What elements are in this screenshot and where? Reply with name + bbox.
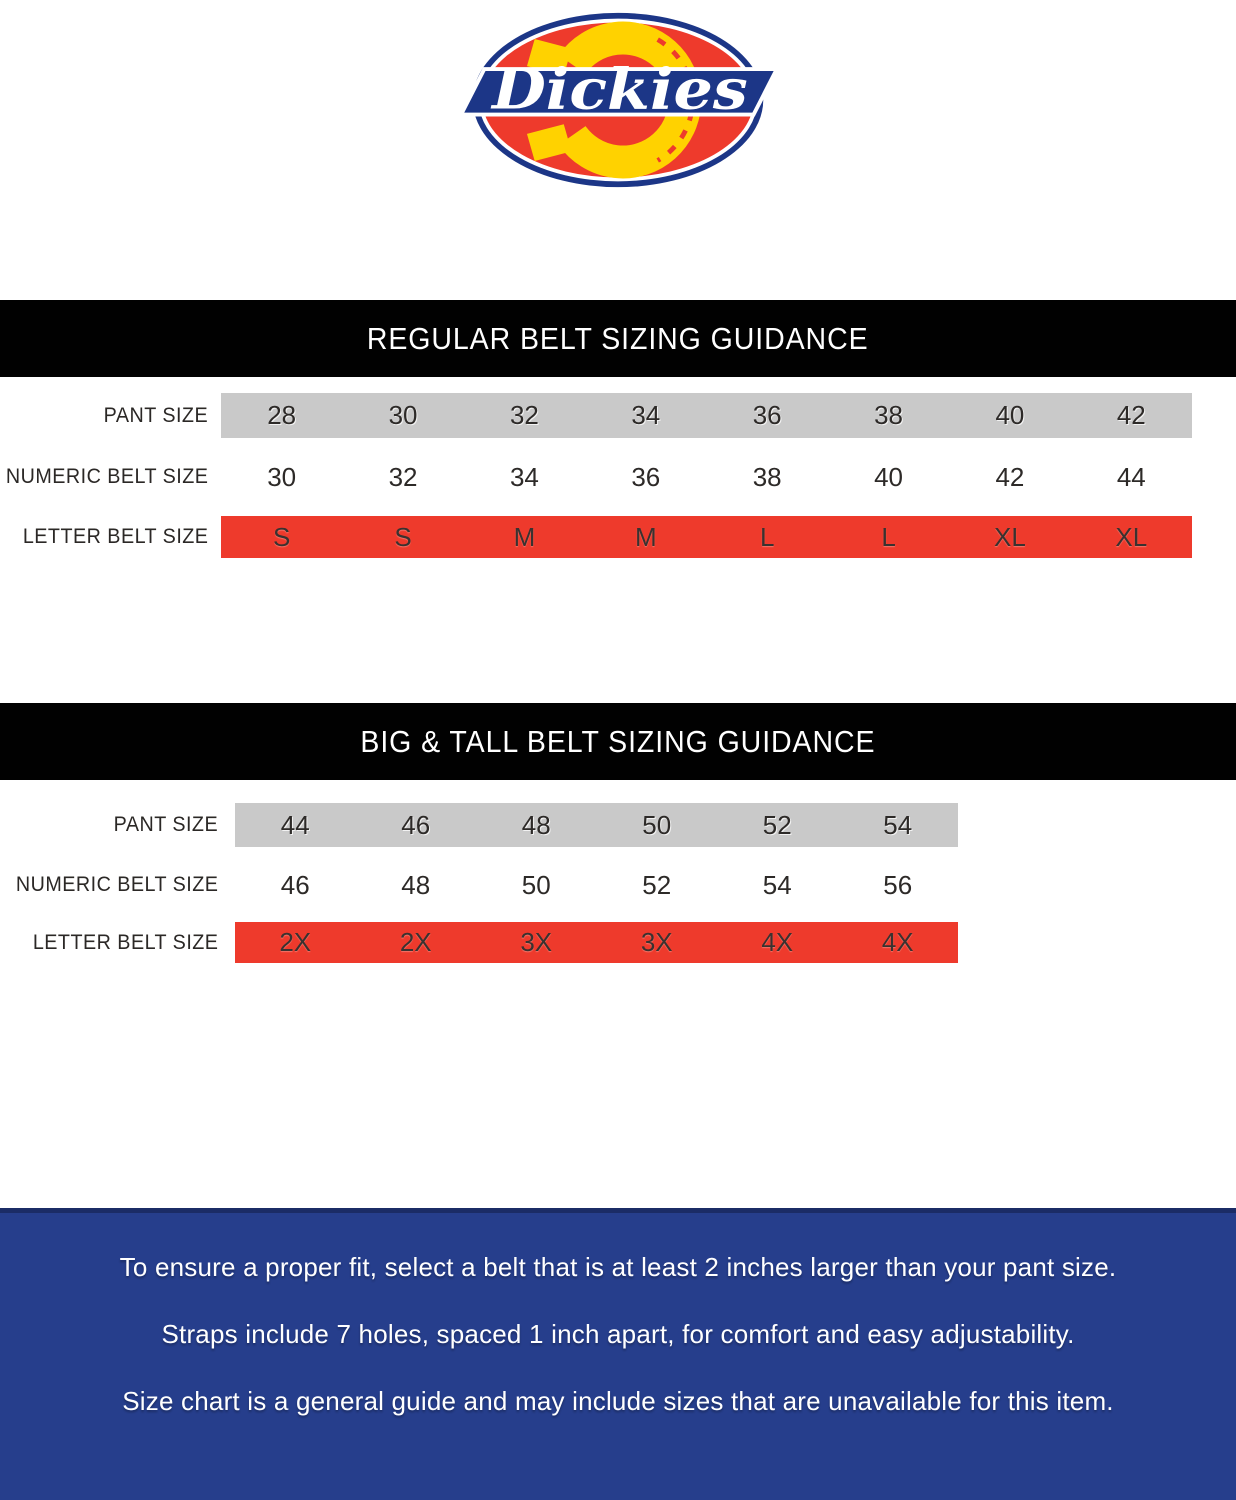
fit-note-line: Size chart is a general guide and may in… [122,1386,1114,1416]
table-cell: 52 [762,809,792,840]
table-cell: M [513,521,536,552]
table-cell: 44 [1116,461,1146,492]
table-cell: 56 [883,869,913,900]
stitch-marks-bottom [656,111,694,163]
table-cell: L [759,521,775,552]
big-tall-numeric-belt-size-row: 46 48 50 52 54 56 [235,863,958,907]
table-cell: 30 [388,400,418,430]
table-cell: 4X [761,927,794,957]
table-cell: 52 [642,869,672,900]
regular-letter-belt-size-row: S S M M L L XL XL [221,516,1192,558]
dickies-logo: Dickies [457,12,780,188]
table-cell: 3X [520,927,553,957]
big-tall-pant-size-label: PANT SIZE [113,813,218,836]
big-tall-sizing-banner: BIG & TALL BELT SIZING GUIDANCE [0,703,1236,780]
table-cell: 32 [388,461,418,492]
table-cell: S [394,521,412,552]
big-tall-pant-size-row: 44 46 48 50 52 54 [235,803,958,847]
table-cell: M [634,521,657,552]
regular-letter-belt-size-label: LETTER BELT SIZE [22,525,208,548]
logo-banner [457,67,780,117]
table-cell: 44 [280,809,310,840]
table-cell: L [881,521,896,552]
table-cell: 54 [883,809,913,840]
big-tall-letter-belt-size-row: 2X 2X 3X 3X 4X 4X [235,922,958,963]
table-cell: XL [994,521,1026,552]
table-cell: 2X [399,927,432,957]
horseshoe-strap-bottom [526,124,572,162]
table-cell: 30 [267,461,297,492]
table-cell: 42 [1116,400,1146,430]
regular-sizing-banner: REGULAR BELT SIZING GUIDANCE [0,300,1236,377]
table-cell: 2X [279,927,312,957]
table-cell: 34 [631,400,661,430]
table-cell: 50 [521,869,551,900]
fit-note-line: To ensure a proper fit, select a belt th… [119,1252,1117,1282]
horseshoe-strap-top [526,38,572,76]
table-cell: 3X [640,927,673,957]
table-cell: 38 [752,461,782,492]
regular-pant-size-row: 28 30 32 34 36 38 40 42 [221,393,1192,438]
big-tall-numeric-belt-size-label: NUMERIC BELT SIZE [15,873,218,896]
table-cell: 40 [874,461,904,492]
fit-note-line: Straps include 7 holes, spaced 1 inch ap… [161,1319,1075,1349]
big-tall-letter-belt-size-label: LETTER BELT SIZE [32,930,218,954]
table-cell: 42 [995,461,1025,492]
stitch-marks-top [656,37,694,89]
table-cell: 46 [401,809,431,840]
table-cell: 46 [280,869,310,900]
regular-sizing-title: REGULAR BELT SIZING GUIDANCE [367,320,869,356]
table-cell: 38 [874,400,904,430]
table-cell: 28 [267,400,297,430]
regular-numeric-belt-size-row: 30 32 34 36 38 40 42 44 [221,455,1192,499]
table-cell: XL [1115,521,1148,552]
regular-pant-size-label: PANT SIZE [103,403,208,427]
regular-numeric-belt-size-label: NUMERIC BELT SIZE [5,465,208,488]
table-cell: 32 [509,400,539,430]
brand-wordmark: Dickies [490,57,748,123]
table-cell: 50 [642,809,672,840]
table-cell: 48 [401,869,431,900]
table-cell: 36 [631,461,661,492]
table-cell: S [273,521,291,552]
table-cell: 4X [881,927,914,957]
big-tall-sizing-title: BIG & TALL BELT SIZING GUIDANCE [360,723,876,759]
table-cell: 34 [509,461,539,492]
fit-notes-panel: To ensure a proper fit, select a belt th… [0,1208,1236,1500]
table-cell: 48 [521,809,551,840]
table-cell: 40 [995,400,1025,430]
table-cell: 54 [762,869,792,900]
table-cell: 36 [752,400,782,430]
